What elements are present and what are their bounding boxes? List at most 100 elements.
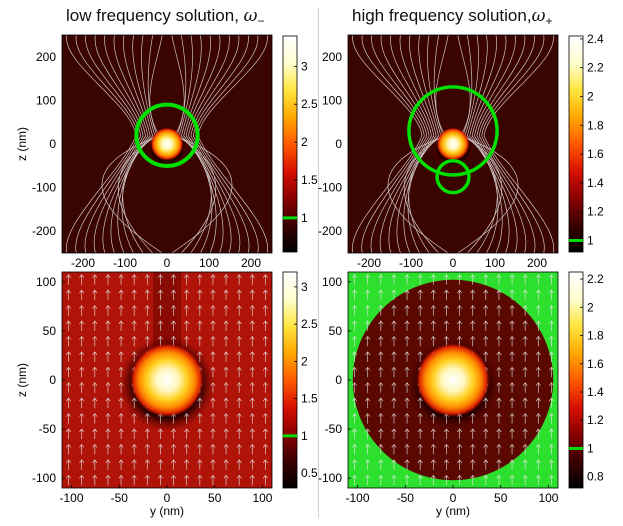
field-arrow: [548, 474, 554, 486]
field-arrow: [144, 320, 150, 331]
field-arrow: [522, 474, 528, 486]
field-arrow: [352, 366, 358, 378]
field-arrow: [157, 443, 163, 455]
field-arrow: [210, 412, 216, 424]
x-tick-label: 50: [494, 491, 508, 505]
field-arrow: [365, 443, 371, 455]
field-arrow: [365, 382, 371, 393]
nanosphere: [150, 127, 184, 161]
field-arrow: [92, 397, 98, 409]
field-arrow: [352, 412, 358, 424]
field-arrow: [470, 428, 476, 439]
field-arrow: [131, 335, 137, 347]
field-arrow: [105, 397, 111, 409]
colorbar-tick-label: 1.4: [587, 385, 604, 399]
field-line: [75, 35, 139, 253]
field-arrow: [197, 428, 203, 439]
field-arrow: [417, 428, 423, 439]
field-arrow: [391, 443, 397, 455]
contour-line: [407, 85, 499, 177]
field-arrow: [352, 274, 358, 285]
title-left: low frequency solution, ω−: [66, 6, 265, 28]
field-arrow: [223, 274, 229, 285]
field-arrow: [457, 304, 463, 316]
field-arrow: [210, 351, 216, 362]
field-arrow: [483, 320, 489, 331]
field-arrow: [391, 274, 397, 285]
field-arrow: [365, 274, 371, 285]
field-arrow: [509, 274, 515, 285]
field-arrow: [210, 428, 216, 439]
field-arrow: [548, 289, 554, 301]
field-arrow: [66, 289, 72, 301]
field-arrow: [66, 443, 72, 455]
colorbar-tick-label: 3: [301, 59, 308, 73]
colorbar-tick-label: 1: [587, 441, 594, 455]
field-arrow: [236, 459, 242, 470]
colorbar-tick-label: 2.2: [587, 61, 604, 75]
field-arrow: [548, 459, 554, 470]
field-arrow: [483, 274, 489, 285]
field-arrow: [483, 335, 489, 347]
field-line: [102, 35, 146, 253]
y-tick-label: -200: [32, 224, 56, 238]
field-arrow: [92, 351, 98, 362]
y-tick-label: 200: [36, 50, 56, 64]
field-arrow: [417, 459, 423, 470]
field-arrow: [509, 320, 515, 331]
field-arrow: [378, 474, 384, 486]
field-arrow: [352, 304, 358, 316]
field-arrow: [404, 351, 410, 362]
colorbar-tick-label: 2.5: [301, 317, 318, 331]
field-arrow: [210, 382, 216, 393]
field-arrow: [118, 382, 124, 393]
field-arrow: [352, 459, 358, 470]
field-arrow: [443, 304, 449, 316]
field-arrow: [262, 366, 268, 378]
field-arrow: [365, 366, 371, 378]
field-arrow: [522, 351, 528, 362]
field-arrow: [457, 320, 463, 331]
field-arrow: [365, 335, 371, 347]
field-arrow: [365, 474, 371, 486]
field-line: [476, 35, 527, 253]
field-arrow: [118, 412, 124, 424]
field-arrow: [496, 335, 502, 347]
x-tick-label: -100: [399, 256, 423, 270]
field-arrow: [105, 474, 111, 486]
colorbar-tick-label: 1.5: [301, 173, 318, 187]
field-arrow: [210, 474, 216, 486]
y-tick-label: 100: [36, 93, 56, 107]
field-arrow: [535, 412, 541, 424]
panel-bottom-right: -100 -50 0 50 100 100 50 0 -50 -100 y (nm) 2.2 2 1.8 1…: [318, 271, 604, 518]
field-arrow: [79, 428, 85, 439]
field-arrow: [404, 289, 410, 301]
colorbar-tick-label: 1: [587, 233, 594, 247]
field-arrow: [352, 351, 358, 362]
x-tick-label: 100: [538, 491, 558, 505]
field-arrow: [79, 274, 85, 285]
field-arrow: [470, 335, 476, 347]
y-tick-label: 0: [49, 137, 56, 151]
field-arrow: [105, 428, 111, 439]
field-arrow: [79, 320, 85, 331]
y-tick-label: 0: [49, 373, 56, 387]
field-arrow: [522, 459, 528, 470]
colorbar: [568, 35, 584, 253]
field-arrow: [79, 366, 85, 378]
field-arrow: [66, 474, 72, 486]
field-arrow: [404, 274, 410, 285]
field-arrow: [470, 474, 476, 486]
field-arrow: [548, 443, 554, 455]
field-arrow: [430, 443, 436, 455]
colorbar: [282, 35, 298, 253]
field-arrow: [92, 320, 98, 331]
field-arrow: [79, 474, 85, 486]
field-arrow: [404, 304, 410, 316]
colorbar: [282, 271, 298, 489]
field-arrow: [483, 351, 489, 362]
field-arrow: [157, 274, 163, 285]
field-arrow: [262, 428, 268, 439]
field-arrow: [105, 320, 111, 331]
field-arrow: [391, 459, 397, 470]
